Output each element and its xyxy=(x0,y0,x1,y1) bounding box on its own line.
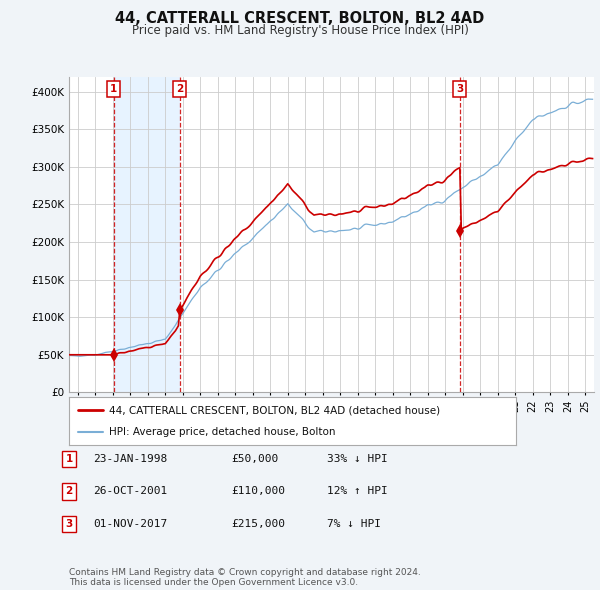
Text: Price paid vs. HM Land Registry's House Price Index (HPI): Price paid vs. HM Land Registry's House … xyxy=(131,24,469,37)
Text: HPI: Average price, detached house, Bolton: HPI: Average price, detached house, Bolt… xyxy=(109,427,336,437)
Text: 1: 1 xyxy=(110,84,118,94)
Text: Contains HM Land Registry data © Crown copyright and database right 2024.
This d: Contains HM Land Registry data © Crown c… xyxy=(69,568,421,587)
Text: 12% ↑ HPI: 12% ↑ HPI xyxy=(327,487,388,496)
Text: 33% ↓ HPI: 33% ↓ HPI xyxy=(327,454,388,464)
Text: £215,000: £215,000 xyxy=(231,519,285,529)
Text: 26-OCT-2001: 26-OCT-2001 xyxy=(93,487,167,496)
Text: 23-JAN-1998: 23-JAN-1998 xyxy=(93,454,167,464)
Text: 44, CATTERALL CRESCENT, BOLTON, BL2 4AD (detached house): 44, CATTERALL CRESCENT, BOLTON, BL2 4AD … xyxy=(109,405,440,415)
Text: 3: 3 xyxy=(457,84,464,94)
Text: 3: 3 xyxy=(65,519,73,529)
Text: £50,000: £50,000 xyxy=(231,454,278,464)
Bar xyxy=(114,77,179,392)
Text: 44, CATTERALL CRESCENT, BOLTON, BL2 4AD: 44, CATTERALL CRESCENT, BOLTON, BL2 4AD xyxy=(115,11,485,25)
Text: 1: 1 xyxy=(65,454,73,464)
Text: 2: 2 xyxy=(176,84,183,94)
Text: £110,000: £110,000 xyxy=(231,487,285,496)
Text: 2: 2 xyxy=(65,487,73,496)
Text: 01-NOV-2017: 01-NOV-2017 xyxy=(93,519,167,529)
Text: 7% ↓ HPI: 7% ↓ HPI xyxy=(327,519,381,529)
